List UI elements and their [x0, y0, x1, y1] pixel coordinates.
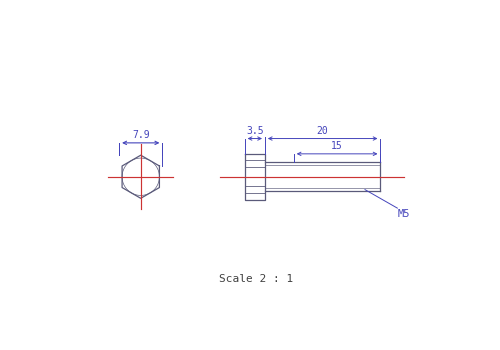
Text: 20: 20 — [317, 126, 328, 136]
Text: M5: M5 — [398, 209, 410, 219]
Text: Scale 2 : 1: Scale 2 : 1 — [219, 274, 294, 284]
Text: 7.9: 7.9 — [132, 130, 150, 140]
Text: 3.5: 3.5 — [246, 126, 264, 136]
Text: 15: 15 — [331, 141, 343, 151]
